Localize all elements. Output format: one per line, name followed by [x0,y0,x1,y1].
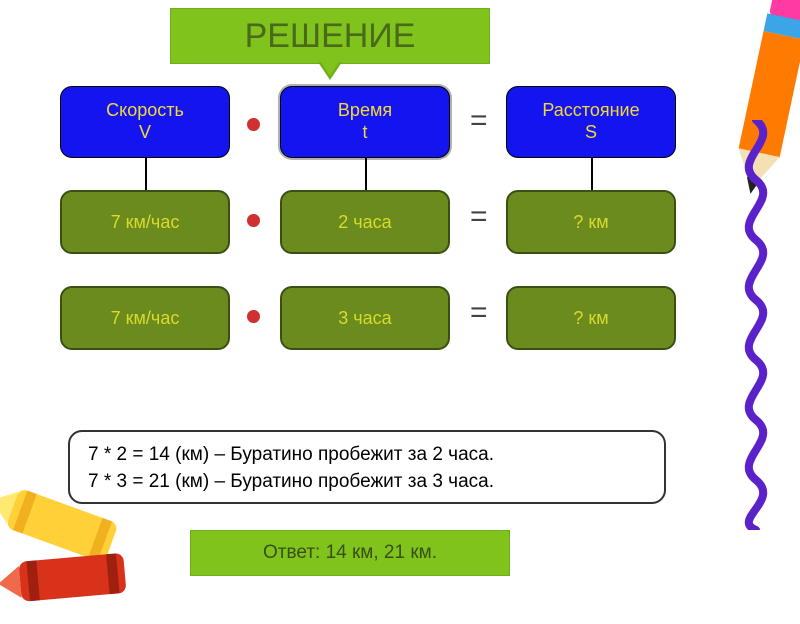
connector-time [365,158,367,190]
row2-time-box: 3 часа [280,286,450,350]
row2-speed: 7 км/час [111,308,180,329]
formula-speed-box: Скорость V [60,86,230,158]
solution-box: 7 * 2 = 14 (км) – Буратино пробежит за 2… [68,430,666,504]
op-eq-row1: = [470,200,488,234]
op-dot-header [247,118,260,131]
title-box: РЕШЕНИЕ [170,8,490,64]
row1-distance: ? км [573,212,608,233]
answer-box: Ответ: 14 км, 21 км. [190,530,510,576]
op-dot-row1 [247,214,260,227]
squiggle-icon [726,120,784,530]
op-eq-row2: = [470,296,488,330]
row2-speed-box: 7 км/час [60,286,230,350]
formula-time-box: Время t [280,86,450,158]
answer-text: Ответ: 14 км, 21 км. [263,542,437,564]
row1-time: 2 часа [338,212,391,233]
formula-speed-symbol: V [106,122,184,144]
formula-time-label: Время [338,100,392,122]
row1-distance-box: ? км [506,190,676,254]
op-eq-header: = [470,104,488,138]
connector-distance [591,158,593,190]
formula-distance-box: Расстояние S [506,86,676,158]
title-arrow-fill [321,62,339,76]
row2-distance: ? км [573,308,608,329]
row2-time: 3 часа [338,308,391,329]
title-text: РЕШЕНИЕ [245,17,416,56]
row2-distance-box: ? км [506,286,676,350]
formula-speed-label: Скорость [106,100,184,122]
op-dot-row2 [247,310,260,323]
solution-line-1: 7 * 2 = 14 (км) – Буратино пробежит за 2… [88,442,646,469]
slide-canvas: РЕШЕНИЕ Скорость V Время t Расстояние S … [0,0,800,600]
solution-line-2: 7 * 3 = 21 (км) – Буратино пробежит за 3… [88,469,646,496]
crayon-red-icon [0,532,143,624]
formula-distance-symbol: S [542,122,639,144]
row1-speed: 7 км/час [111,212,180,233]
formula-distance-label: Расстояние [542,100,639,122]
row1-time-box: 2 часа [280,190,450,254]
row1-speed-box: 7 км/час [60,190,230,254]
formula-time-symbol: t [338,122,392,144]
connector-speed [145,158,147,190]
